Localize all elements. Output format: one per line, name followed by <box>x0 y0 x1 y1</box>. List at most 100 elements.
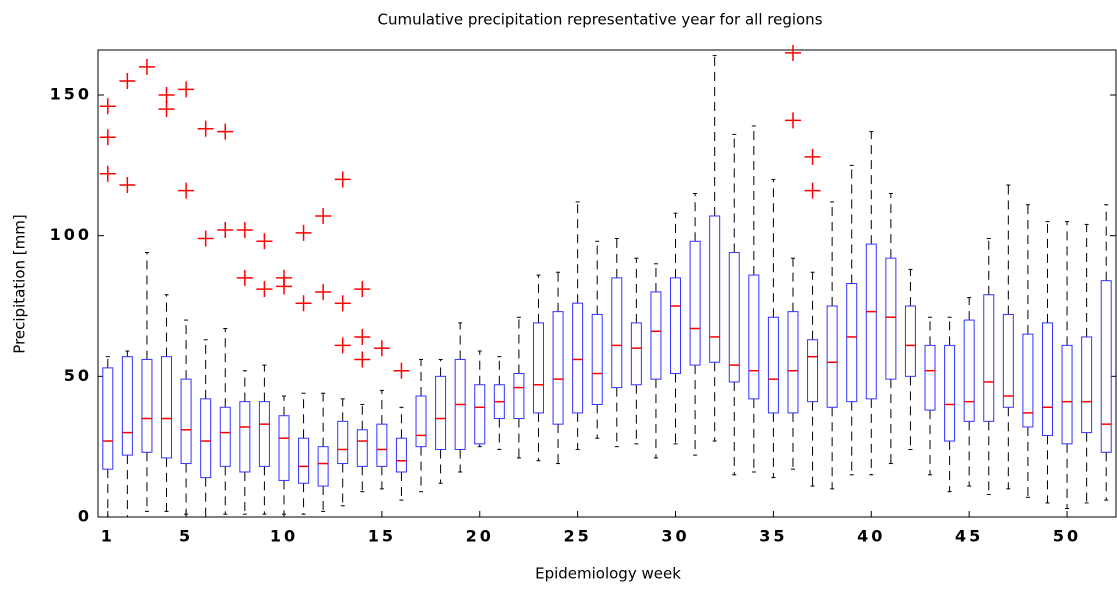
outlier <box>784 112 801 129</box>
outlier <box>99 129 116 146</box>
y-tick-label: 150 <box>50 85 92 104</box>
x-tick-label: 35 <box>759 527 787 546</box>
box <box>376 423 388 467</box>
box <box>1100 280 1112 453</box>
box <box>846 283 858 403</box>
x-axis-label: Epidemiology week <box>535 565 681 583</box>
box <box>239 401 251 473</box>
box <box>728 252 740 383</box>
y-tick-label: 0 <box>78 507 92 526</box>
x-tick-label: 5 <box>179 527 193 546</box>
box <box>1061 344 1073 445</box>
box <box>944 344 956 442</box>
outlier <box>99 165 116 182</box>
box <box>395 437 407 473</box>
box <box>258 401 270 467</box>
outlier <box>256 233 273 250</box>
outlier <box>295 224 312 241</box>
plot-frame <box>97 49 1117 518</box>
box <box>200 398 212 479</box>
y-axis-label: Precipitation [mm] <box>11 214 29 353</box>
outlier <box>217 222 234 239</box>
box <box>532 322 544 414</box>
box <box>591 313 603 405</box>
box <box>102 367 114 470</box>
outlier <box>373 340 390 357</box>
box <box>650 291 662 380</box>
outlier <box>119 72 136 89</box>
box <box>298 437 310 484</box>
box <box>611 277 623 389</box>
box <box>513 373 525 420</box>
outlier <box>334 337 351 354</box>
box <box>689 240 701 366</box>
outlier <box>334 295 351 312</box>
x-tick-label: 30 <box>661 527 689 546</box>
outlier <box>119 177 136 194</box>
box <box>415 395 427 448</box>
outlier <box>178 182 195 199</box>
box <box>121 356 133 456</box>
outlier <box>217 123 234 140</box>
outlier <box>334 171 351 188</box>
outlier <box>275 278 292 295</box>
box <box>709 215 721 363</box>
y-tick-label: 50 <box>64 366 92 385</box>
outlier <box>178 81 195 98</box>
outlier <box>197 120 214 137</box>
outlier <box>393 362 410 379</box>
box <box>885 257 897 380</box>
box <box>337 420 349 465</box>
box <box>865 243 877 400</box>
x-tick-label: 40 <box>857 527 885 546</box>
box <box>161 356 173 459</box>
outlier <box>138 58 155 75</box>
outlier <box>256 281 273 298</box>
outlier <box>784 44 801 61</box>
x-tick-label: 25 <box>564 527 592 546</box>
box <box>963 319 975 422</box>
outlier <box>197 230 214 247</box>
box <box>141 358 153 453</box>
x-tick-label: 45 <box>955 527 983 546</box>
outlier <box>315 207 332 224</box>
box <box>748 274 760 400</box>
outlier <box>236 269 253 286</box>
outlier <box>236 222 253 239</box>
outlier <box>354 328 371 345</box>
outlier <box>315 283 332 300</box>
box <box>317 446 329 487</box>
box <box>807 339 819 403</box>
box <box>572 302 584 414</box>
outlier <box>295 295 312 312</box>
box <box>474 384 486 445</box>
box <box>767 316 779 414</box>
box <box>826 305 838 408</box>
box <box>1081 336 1093 434</box>
box <box>787 311 799 414</box>
box <box>356 429 368 467</box>
box <box>670 277 682 375</box>
outlier <box>804 182 821 199</box>
outlier <box>99 98 116 115</box>
box <box>630 322 642 386</box>
x-tick-label: 1 <box>101 527 115 546</box>
y-tick-label: 100 <box>50 225 92 244</box>
box <box>1041 322 1053 436</box>
outlier <box>804 148 821 165</box>
outlier <box>158 87 175 104</box>
outlier <box>354 351 371 368</box>
box <box>983 294 995 422</box>
x-tick-label: 50 <box>1053 527 1081 546</box>
box <box>180 378 192 465</box>
box <box>1022 333 1034 428</box>
box <box>435 375 447 450</box>
x-tick-label: 10 <box>270 527 298 546</box>
box <box>1002 313 1014 408</box>
box <box>552 311 564 425</box>
chart-title: Cumulative precipitation representative … <box>377 11 822 29</box>
box <box>278 415 290 481</box>
outlier <box>158 101 175 118</box>
box <box>904 305 916 377</box>
